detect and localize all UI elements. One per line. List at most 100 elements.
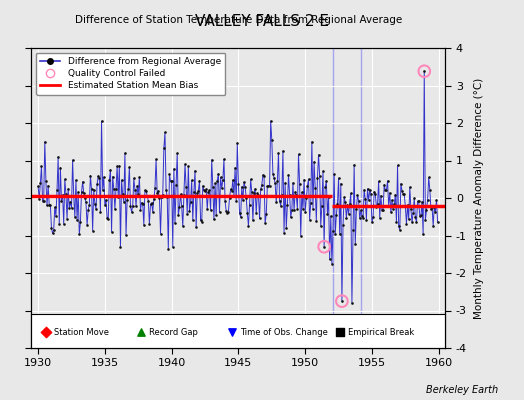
Point: [56, 164, 64, 171]
Point: [289, 180, 297, 186]
Point: [409, 209, 417, 216]
Point: [419, 231, 428, 238]
Point: [315, 173, 324, 179]
Point: [389, 206, 397, 212]
Text: Berkeley Earth: Berkeley Earth: [425, 385, 498, 395]
Point: [425, 186, 434, 193]
Point: [133, 183, 141, 189]
Point: [221, 198, 230, 204]
Point: [110, 186, 118, 192]
Point: [225, 194, 234, 201]
Point: [156, 230, 165, 237]
Point: [395, 223, 403, 229]
Point: [346, 190, 355, 196]
Point: [412, 219, 421, 226]
Point: [214, 170, 223, 177]
Point: [172, 182, 180, 188]
Point: [399, 191, 407, 197]
Point: [387, 209, 395, 216]
Point: [297, 232, 305, 239]
Point: [407, 206, 415, 212]
Point: [100, 174, 108, 180]
Point: [58, 192, 67, 198]
Point: [352, 206, 361, 212]
Legend: Difference from Regional Average, Quality Control Failed, Estimated Station Mean: Difference from Regional Average, Qualit…: [36, 52, 225, 95]
Point: [231, 164, 239, 171]
Point: [263, 183, 271, 189]
Point: [307, 200, 315, 206]
Point: [210, 216, 218, 222]
Point: [135, 174, 144, 180]
Point: [222, 208, 231, 214]
Point: [350, 162, 358, 168]
Point: [116, 244, 125, 250]
Point: [234, 181, 243, 187]
Point: [274, 150, 282, 156]
Point: [145, 220, 154, 227]
Point: [372, 204, 380, 210]
Point: [129, 175, 138, 182]
Point: [332, 212, 341, 218]
Point: [353, 192, 362, 198]
Point: [241, 184, 249, 190]
Point: [361, 196, 369, 202]
Point: [52, 213, 60, 219]
Point: [150, 196, 158, 202]
Point: [403, 202, 412, 208]
Point: [390, 201, 398, 208]
Point: [147, 200, 156, 206]
Point: [134, 191, 143, 198]
Point: [244, 222, 253, 229]
Point: [367, 191, 375, 197]
Point: [335, 231, 344, 238]
Point: [230, 193, 238, 199]
Point: [418, 198, 426, 205]
Point: [394, 162, 402, 169]
Point: [148, 208, 157, 215]
Point: [246, 176, 255, 183]
Point: [358, 213, 366, 219]
Point: [304, 176, 313, 182]
Point: [325, 256, 334, 262]
Point: [127, 209, 136, 215]
Point: [311, 185, 320, 192]
Point: [342, 215, 351, 221]
Point: [386, 190, 394, 196]
Point: [378, 207, 386, 213]
Point: [379, 207, 387, 214]
Point: [136, 207, 145, 213]
Point: [329, 227, 337, 234]
Point: [323, 211, 332, 218]
Point: [124, 186, 133, 192]
Point: [410, 195, 419, 201]
Point: [282, 224, 290, 231]
Point: [154, 188, 162, 194]
Point: [105, 177, 114, 184]
Point: [184, 163, 192, 169]
Point: [280, 229, 288, 236]
Point: [235, 210, 244, 216]
Point: [279, 148, 287, 154]
Point: [153, 190, 161, 196]
Title: Difference of Station Temperature Data from Regional Average: Difference of Station Temperature Data f…: [75, 15, 402, 25]
Point: [192, 224, 200, 231]
Point: [250, 190, 258, 196]
Point: [340, 194, 348, 200]
Point: [226, 186, 235, 193]
Point: [185, 208, 194, 214]
Point: [189, 217, 197, 223]
Point: [123, 197, 132, 204]
Point: [78, 189, 86, 196]
Point: [385, 203, 393, 209]
Point: [227, 188, 236, 194]
Point: [255, 215, 264, 222]
Point: [142, 188, 150, 194]
Point: [397, 180, 405, 187]
Point: [86, 172, 95, 179]
Point: [355, 215, 364, 222]
Point: [72, 177, 80, 183]
Point: [321, 184, 330, 191]
Point: [294, 151, 303, 158]
Point: [331, 317, 340, 323]
Point: [64, 186, 72, 192]
